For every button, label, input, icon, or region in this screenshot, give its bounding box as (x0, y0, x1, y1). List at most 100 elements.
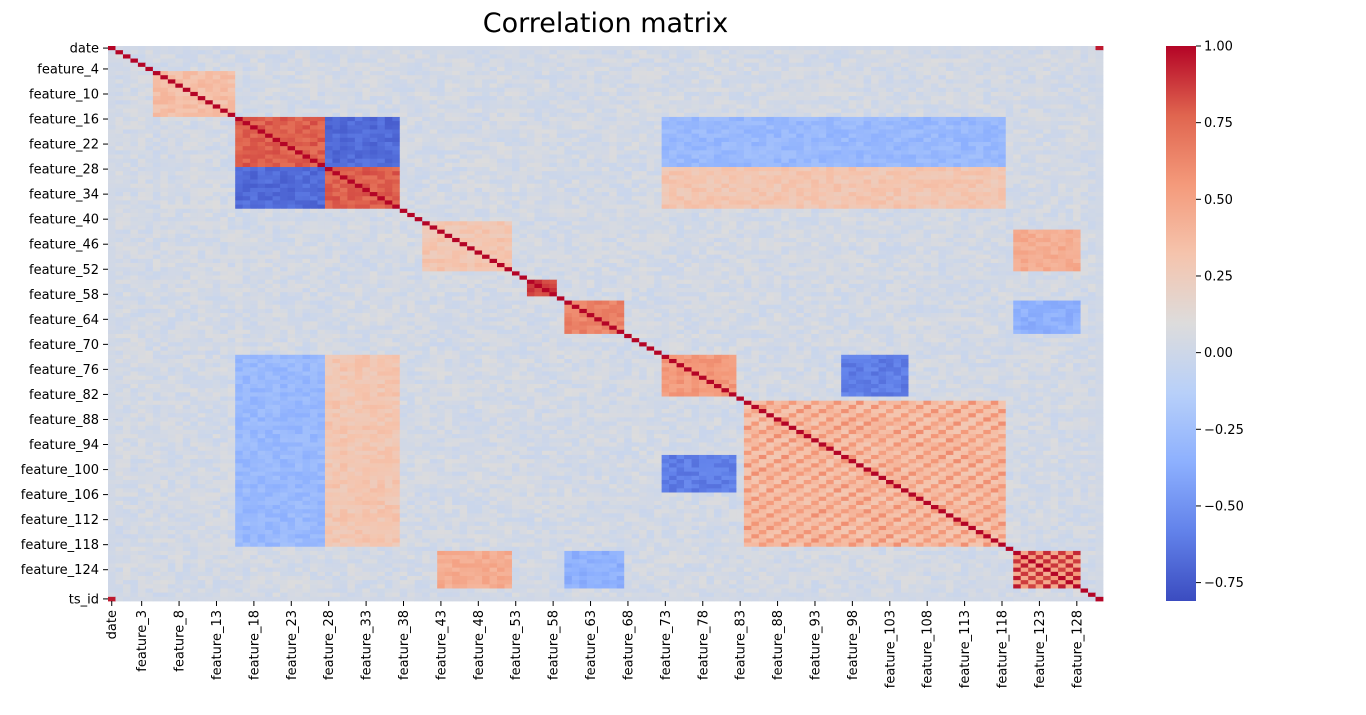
heatmap-cell (489, 183, 498, 189)
heatmap-cell (287, 66, 296, 72)
heatmap-cell (803, 87, 812, 93)
heatmap-cell (691, 141, 700, 147)
heatmap-cell (586, 46, 595, 51)
heatmap-cell (362, 121, 371, 126)
heatmap-cell (272, 108, 281, 114)
heatmap-cell (661, 87, 670, 93)
heatmap-cell (811, 171, 820, 176)
heatmap-cell (953, 71, 962, 76)
heatmap-cell (377, 96, 386, 101)
heatmap-cell (160, 96, 169, 101)
heatmap-cell (818, 187, 827, 193)
heatmap-cell (354, 171, 363, 176)
heatmap-cell (1095, 104, 1104, 109)
heatmap-cell (1095, 183, 1104, 189)
heatmap-cell (302, 50, 311, 55)
heatmap-cell (362, 171, 371, 176)
heatmap-cell (893, 167, 902, 172)
heatmap-cell (1050, 83, 1059, 89)
heatmap-cell (407, 116, 416, 122)
heatmap-cell (983, 96, 992, 101)
heatmap-cell (1073, 79, 1081, 84)
heatmap-cell (242, 112, 251, 118)
heatmap-cell (616, 175, 625, 180)
heatmap-cell (564, 58, 573, 64)
heatmap-cell (175, 96, 184, 101)
heatmap-cell (893, 79, 902, 84)
heatmap-cell (998, 58, 1007, 64)
heatmap-cell (309, 50, 318, 55)
heatmap-cell (145, 141, 154, 147)
heatmap-cell (773, 125, 782, 130)
heatmap-cell (624, 112, 633, 118)
heatmap-cell (265, 58, 273, 64)
heatmap-cell (474, 91, 483, 97)
heatmap-cell (519, 141, 528, 147)
heatmap-cell (534, 121, 543, 126)
heatmap-cell (616, 91, 625, 97)
heatmap-cell (534, 83, 543, 89)
heatmap-cell (541, 129, 550, 135)
heatmap-cell (175, 162, 184, 168)
heatmap-cell (354, 58, 363, 64)
heatmap-cell (684, 66, 692, 72)
heatmap-cell (1058, 104, 1066, 109)
heatmap-cell (384, 54, 393, 59)
heatmap-cell (736, 167, 745, 172)
heatmap-cell (893, 183, 902, 189)
heatmap-cell (429, 50, 438, 55)
heatmap-cell (287, 183, 296, 189)
heatmap-cell (811, 146, 820, 151)
heatmap-cell (646, 50, 655, 55)
heatmap-cell (646, 112, 655, 118)
heatmap-cell (639, 146, 648, 151)
heatmap-cell (541, 171, 550, 176)
heatmap-cell (788, 121, 797, 126)
heatmap-cell (422, 91, 431, 97)
heatmap-cell (728, 116, 737, 122)
heatmap-cell (930, 150, 939, 155)
heatmap-cell (953, 146, 962, 151)
heatmap-cell (1035, 187, 1044, 193)
heatmap-cell (811, 154, 820, 160)
heatmap-cell (848, 125, 857, 130)
heatmap-cell (1095, 108, 1104, 114)
heatmap-cell (160, 100, 169, 105)
heatmap-cell (242, 129, 251, 135)
heatmap-cell (930, 50, 939, 55)
heatmap-cell (639, 46, 648, 51)
heatmap-cell (616, 192, 625, 197)
heatmap-cell (167, 112, 176, 118)
heatmap-cell (212, 87, 221, 93)
heatmap-cell (571, 158, 580, 164)
heatmap-cell (945, 175, 954, 180)
heatmap-cell (699, 179, 707, 185)
heatmap-cell (511, 75, 520, 80)
heatmap-cell (863, 54, 872, 59)
heatmap-cell (504, 75, 513, 80)
heatmap-cell (1020, 46, 1029, 51)
heatmap-cell (728, 62, 737, 68)
heatmap-cell (1095, 83, 1104, 89)
heatmap-cell (975, 179, 984, 185)
heatmap-cell (788, 196, 797, 201)
heatmap-cell (534, 66, 543, 72)
heatmap-cell (564, 83, 573, 89)
heatmap-cell (781, 96, 790, 101)
heatmap-cell (968, 54, 977, 59)
heatmap-cell (1050, 104, 1059, 109)
heatmap-cell (743, 46, 752, 51)
heatmap-cell (205, 71, 214, 76)
heatmap-cell (429, 154, 438, 160)
heatmap-cell (504, 196, 513, 201)
heatmap-cell (399, 100, 408, 105)
heatmap-cell (841, 121, 850, 126)
heatmap-cell (309, 175, 318, 180)
heatmap-cell (975, 96, 984, 101)
heatmap-cell (250, 171, 259, 176)
heatmap-cell (803, 58, 812, 64)
heatmap-cell (541, 116, 550, 122)
heatmap-cell (511, 200, 520, 205)
heatmap-cell (781, 54, 790, 59)
